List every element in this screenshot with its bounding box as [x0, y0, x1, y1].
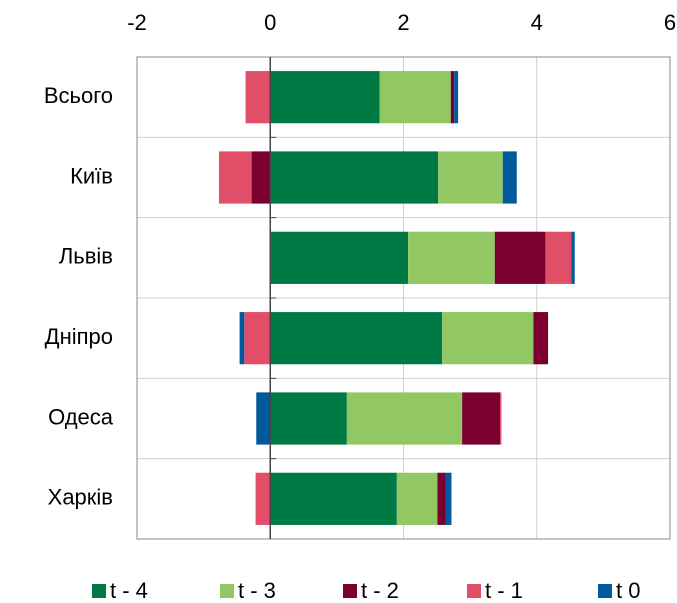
bar-segment	[396, 472, 438, 525]
bar-segment	[494, 231, 546, 284]
x-tick-label: -2	[127, 10, 147, 35]
legend-label: t - 4	[110, 578, 148, 603]
legend-label: t 0	[616, 578, 640, 603]
bar-segment	[270, 312, 443, 365]
y-tick-label: Львів	[59, 244, 113, 269]
bar-segment	[445, 472, 452, 525]
bar-segment	[270, 231, 409, 284]
bar-segment	[438, 151, 503, 204]
bar-segment	[251, 151, 271, 204]
bar-segment	[270, 392, 347, 445]
bar-segment	[408, 231, 495, 284]
legend-label: t - 2	[361, 578, 399, 603]
legend-swatch	[220, 584, 234, 598]
bar-segment	[239, 312, 245, 365]
bar-segment	[346, 392, 463, 445]
x-tick-label: 2	[397, 10, 409, 35]
bar-segment	[270, 151, 439, 204]
bar-segment	[255, 472, 271, 525]
bar-segment	[244, 312, 271, 365]
legend-swatch	[343, 584, 357, 598]
legend-label: t - 1	[485, 578, 523, 603]
y-tick-label: Дніпро	[45, 324, 113, 349]
legend-swatch	[598, 584, 612, 598]
bar-segment	[270, 472, 397, 525]
y-tick-label: Харків	[48, 485, 113, 510]
bar-segment	[245, 71, 271, 124]
legend-swatch	[92, 584, 106, 598]
bar-segment	[571, 231, 575, 284]
bar-segment	[270, 71, 380, 124]
bar-segment	[502, 151, 517, 204]
y-tick-label: Київ	[70, 163, 113, 188]
bar-segment	[500, 392, 502, 445]
bar-segment	[256, 392, 271, 445]
y-tick-label: Всього	[44, 83, 113, 108]
bar-segment	[545, 231, 572, 284]
bar-segment	[442, 312, 534, 365]
legend-swatch	[467, 584, 481, 598]
bar-segment	[218, 151, 252, 204]
y-tick-label: Одеса	[48, 404, 114, 429]
legend-label: t - 3	[238, 578, 276, 603]
bar-segment	[379, 71, 451, 124]
bar-segment	[454, 71, 459, 124]
x-tick-label: 6	[664, 10, 676, 35]
plot-frame	[136, 56, 671, 540]
bar-segment	[533, 312, 549, 365]
bar-segment	[462, 392, 501, 445]
bar-segment	[437, 472, 446, 525]
bar-segment	[450, 71, 455, 124]
x-tick-label: 0	[264, 10, 276, 35]
x-tick-label: 4	[531, 10, 543, 35]
